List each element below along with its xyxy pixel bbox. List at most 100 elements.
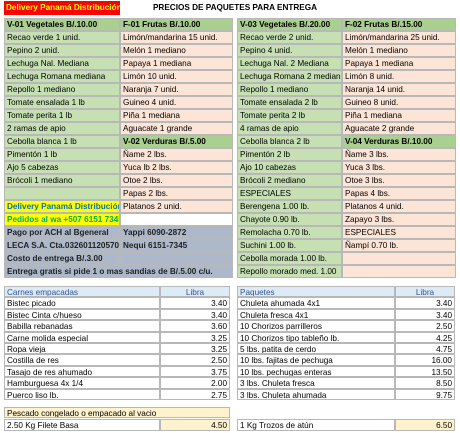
product: 10 lbs. pechugas enteras <box>237 365 395 378</box>
package-item: Platanos 4 unid. <box>342 200 456 213</box>
package-item: Recao verde 1 unid. <box>4 31 120 44</box>
product: 10 Chorizos parrilleros <box>237 320 395 332</box>
package-item: Limón 10 unid. <box>120 70 233 83</box>
price: 4.25 <box>395 331 455 343</box>
package-item: Yappi 6090-2872 <box>120 226 233 239</box>
product: 3 lbs. Chuleta ahumada <box>237 388 395 400</box>
package-item: Chayote 0.90 lb. <box>237 213 342 226</box>
table-header: Libra <box>160 286 230 298</box>
package-item <box>120 252 233 265</box>
package-item: Ajo 10 cabezas <box>237 161 342 174</box>
package-header: F-02 Frutas B/.15.00 <box>342 18 456 31</box>
package-item: Nequi 6151-7345 <box>120 239 233 252</box>
price: 9.75 <box>395 388 455 400</box>
price: 2.50 <box>160 354 230 366</box>
package-item: Melón 1 mediano <box>120 44 233 57</box>
section-label: ESPECIALES <box>342 226 456 239</box>
product: Bistec picado <box>4 297 160 309</box>
package-item: Lechuga Nal. 2 Mediana <box>237 57 342 70</box>
price: 4.75 <box>395 343 455 355</box>
product: Costilla de res <box>4 354 160 366</box>
contact-info: Pago por ACH al Bgeneral <box>4 226 120 239</box>
price: 2.00 <box>160 377 230 389</box>
package-item: Papas 2 lbs. <box>120 187 233 200</box>
package-item: Repollo 1 mediano <box>4 83 120 96</box>
package-header: V-04 Verduras B/.10.00 <box>342 135 456 148</box>
package-item: Tomate perita 2 lb <box>237 109 342 122</box>
package-item <box>120 213 233 226</box>
package-item: Pimentón 1 lb <box>4 148 120 161</box>
package-item: Otoe 3 lbs. <box>342 174 456 187</box>
package-item: Ajo 5 cabezas <box>4 161 120 174</box>
product: Chuleta fresca 4x1 <box>237 308 395 321</box>
package-item: Ñame 2 lbs. <box>120 148 233 161</box>
package-item: Papaya 1 mediana <box>342 57 456 70</box>
package-item: Ñame 3 lbs. <box>342 148 456 161</box>
price: 3.25 <box>160 343 230 355</box>
product: 3 lbs. Chuleta fresca <box>237 377 395 389</box>
package-item: Cebolla morada 1.00 lb. <box>237 252 342 265</box>
brand: Delivery Panamá Distribución <box>4 1 120 15</box>
product: 10 lbs. fajitas de pechuga <box>237 354 395 366</box>
package-item: Pimentón 2 lb <box>237 148 342 161</box>
package-item: Suchini 1.00 lb. <box>237 239 342 252</box>
package-item: Otoe 2 lbs. <box>120 174 233 187</box>
package-header: V-02 Verduras B/.5.00 <box>120 135 233 148</box>
price: 6.50 <box>395 419 455 431</box>
package-item: Lechuga Nal. Mediana <box>4 57 120 70</box>
table-header: Libra <box>395 286 455 298</box>
package-item: Cebolla blanca 1 lb <box>4 135 120 148</box>
package-item: Aguacate 2 grande <box>342 122 456 135</box>
price: 13.50 <box>395 365 455 378</box>
price: 3.75 <box>160 365 230 378</box>
package-item: Aguacate 1 grande <box>120 122 233 135</box>
package-header: V-01 Vegetales B/.10.00 <box>4 18 120 31</box>
package-item: 4 ramas de apio <box>237 122 342 135</box>
package-item: Piña 1 mediana <box>120 109 233 122</box>
package-item <box>4 187 120 200</box>
product: 5 lbs. patita de cerdo <box>237 343 395 355</box>
table-header: Paquetes <box>237 286 395 298</box>
package-header: F-01 Frutas B/.10.00 <box>120 18 233 31</box>
price: 3.40 <box>160 297 230 309</box>
section-title: Pescado congelado o empacado al vacio <box>4 407 230 419</box>
package-item: Lechuga Romana 2 mediana <box>237 70 342 83</box>
package-item <box>342 252 456 265</box>
contact-info: LECA S.A. Cta.0326011205705 <box>4 239 120 252</box>
price: 3.40 <box>395 297 455 309</box>
package-item: Limón 8 unid. <box>342 70 456 83</box>
price: 3.40 <box>395 308 455 321</box>
package-item: Tomate ensalada 2 lb <box>237 96 342 109</box>
price: 2.75 <box>160 388 230 400</box>
package-item: Remolacha 0.70 lb. <box>237 226 342 239</box>
package-item: Repollo 1 mediano <box>237 83 342 96</box>
price: 8.50 <box>395 377 455 389</box>
package-item: Brócoli 1 mediano <box>4 174 120 187</box>
package-header: V-03 Vegetales B/.20.00 <box>237 18 342 31</box>
product: Carne molida especial <box>4 331 160 343</box>
product: Ropa vieja <box>4 343 160 355</box>
product: 1 Kg Trozos de atún <box>237 419 395 431</box>
package-item: Ñampí 0.70 lb. <box>342 239 456 252</box>
package-item: Guineo 4 unid. <box>120 96 233 109</box>
package-item: Tomate ensalada 1 lb <box>4 96 120 109</box>
package-item: Pepino 2 unid. <box>4 44 120 57</box>
package-item: Yuca lb 2 lbs. <box>120 161 233 174</box>
product: Puerco liso lb. <box>4 388 160 400</box>
package-item: Naranja 14 unid. <box>342 83 456 96</box>
price: 3.60 <box>160 320 230 332</box>
package-item: 2 ramas de apio <box>4 122 120 135</box>
package-item: Zapayo 3 lbs. <box>342 213 456 226</box>
product: Chuleta ahumada 4x1 <box>237 297 395 309</box>
package-item: Limón/mandarina 15 unid. <box>120 31 233 44</box>
product: Hamburguesa 4x 1/4 <box>4 377 160 389</box>
price: 4.50 <box>160 419 230 431</box>
package-item: Papaya 1 mediana <box>120 57 233 70</box>
package-item: Melón 1 mediano <box>342 44 456 57</box>
product: 10 Chorizos tipo tableño lb. <box>237 331 395 343</box>
package-item: Platanos 2 unid. <box>120 200 233 213</box>
contact-info: Pedidos al wa +507 6151 7345 <box>4 213 120 226</box>
package-item: Tomate perita 1 lb <box>4 109 120 122</box>
price: 3.25 <box>160 331 230 343</box>
